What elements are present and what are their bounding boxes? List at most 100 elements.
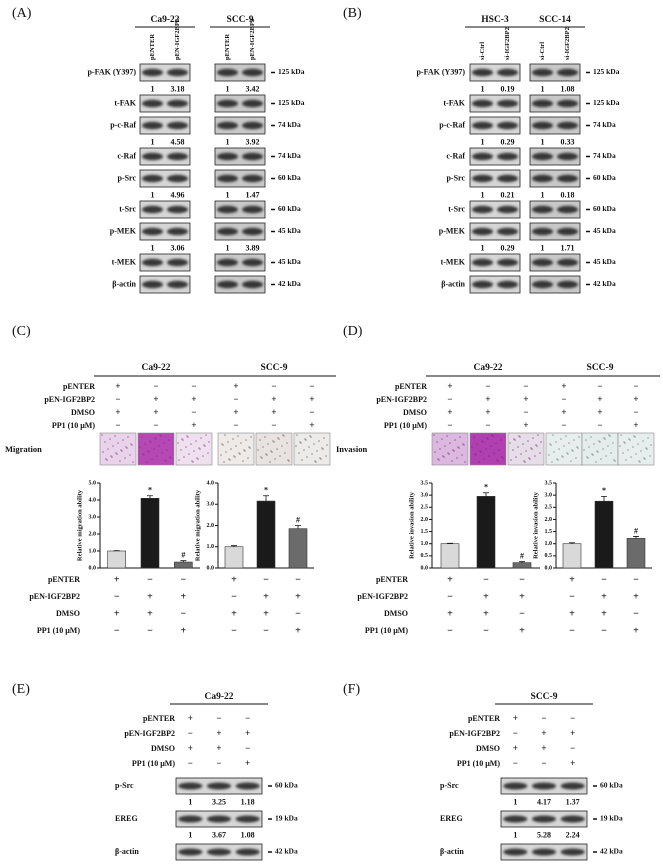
band: [242, 280, 263, 289]
cell-dot: [310, 436, 312, 438]
condition-sign: −: [570, 743, 575, 753]
condition-sign: +: [561, 407, 566, 417]
band: [178, 848, 203, 856]
cell-dot: [199, 448, 201, 450]
cell-dot: [598, 440, 600, 442]
cell-dot: [227, 441, 229, 443]
cell-dot: [473, 436, 475, 438]
quantification: 1: [151, 84, 155, 93]
micrograph: [431, 432, 469, 466]
group-header: Ca9-22: [150, 15, 179, 25]
blot-strip: [469, 147, 521, 166]
y-tick-label: 3.5: [421, 480, 429, 486]
cell-dot: [159, 434, 161, 436]
protein-label: c-Raf: [117, 151, 136, 160]
protein-label: β-actin: [112, 279, 136, 288]
cell-dot: [182, 439, 184, 441]
quantification: 4.17: [537, 797, 551, 806]
cell-dot: [316, 450, 318, 452]
condition-name: pENTER: [468, 714, 500, 723]
cell-dot: [183, 456, 185, 458]
cell-dot: [476, 443, 478, 445]
blot-strip: [529, 116, 581, 135]
bar: [140, 497, 160, 569]
error-bar: [263, 495, 269, 502]
cell-dot: [497, 460, 499, 462]
cell-dot: [238, 452, 240, 454]
protein-label: p-MEK: [439, 226, 466, 235]
bar: [224, 546, 244, 569]
cell-dot: [112, 445, 114, 447]
cell-dot: [106, 459, 108, 461]
cell-dot: [560, 438, 562, 440]
lane-label: si-Ctrl: [479, 42, 486, 60]
blot-strip: [139, 94, 191, 113]
cell-dot: [105, 458, 107, 460]
band: [206, 848, 232, 856]
band: [532, 258, 553, 267]
condition-sign: −: [114, 625, 120, 636]
band: [242, 152, 263, 161]
condition-sign: −: [561, 394, 566, 404]
protein-label: β-actin: [441, 279, 465, 288]
size-marker: 60 kDa: [593, 204, 616, 213]
cell-dot: [433, 434, 435, 436]
condition-name: PP1 (10 μM): [457, 759, 501, 768]
cell-dot: [496, 459, 498, 461]
condition-sign: +: [233, 407, 238, 417]
cell-dot: [221, 443, 223, 445]
cell-dot: [646, 448, 648, 450]
condition-sign: +: [115, 381, 120, 391]
cell-dot: [613, 459, 615, 461]
band: [531, 782, 557, 790]
band: [472, 99, 493, 108]
band: [557, 227, 578, 236]
blot-strip: [529, 253, 581, 272]
condition-sign: +: [188, 713, 193, 723]
condition-sign: +: [570, 758, 575, 768]
cell-dot: [486, 437, 488, 439]
cell-dot: [537, 434, 539, 436]
band: [242, 205, 263, 214]
quantification: 1: [226, 84, 230, 93]
cell-dot: [287, 459, 289, 461]
cell-dot: [530, 447, 532, 449]
blot-strip: [214, 147, 266, 166]
cell-dot: [127, 436, 129, 438]
error-bar: [147, 495, 153, 499]
band: [178, 782, 203, 790]
significance-mark: #: [520, 552, 524, 561]
condition-sign: −: [597, 381, 602, 391]
band: [142, 121, 163, 130]
band: [532, 205, 553, 214]
condition-name: pEN-IGF2BP2: [376, 395, 427, 404]
cell-dot: [518, 435, 520, 437]
cell-dot: [487, 438, 489, 440]
band: [532, 121, 553, 130]
group-header: Ca9-22: [473, 363, 502, 373]
cell-dot: [250, 436, 252, 438]
condition-sign: −: [153, 420, 158, 430]
condition-name: PP1 (10 μM): [384, 421, 428, 430]
y-tick-label: 1.0: [89, 548, 97, 554]
condition-sign: −: [188, 728, 193, 738]
cell-dot: [515, 456, 517, 458]
group-header: Ca9-22: [204, 692, 233, 702]
condition-sign: +: [295, 625, 301, 636]
protein-label: t-Src: [119, 204, 136, 213]
condition-sign: −: [263, 625, 269, 636]
band: [142, 280, 163, 289]
band: [217, 68, 238, 77]
condition-sign: +: [263, 591, 269, 602]
band: [142, 258, 163, 267]
condition-sign: +: [601, 591, 607, 602]
band: [217, 258, 238, 267]
cell-dot: [207, 452, 209, 454]
band: [217, 280, 238, 289]
blot-strip: [529, 169, 581, 188]
cell-dot: [605, 455, 607, 457]
cell-dot: [234, 456, 236, 458]
cell-dot: [224, 434, 226, 436]
error-bar: [569, 542, 575, 544]
condition-sign: −: [483, 625, 489, 636]
